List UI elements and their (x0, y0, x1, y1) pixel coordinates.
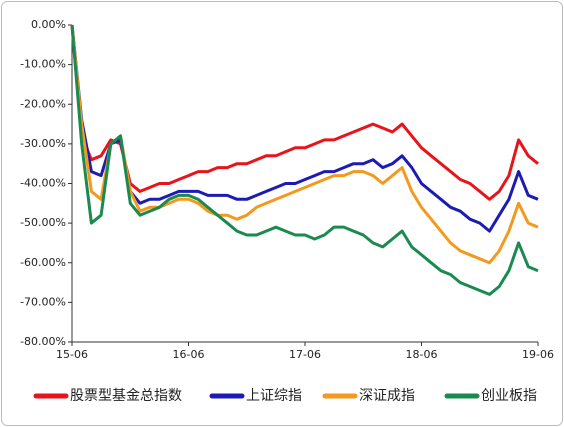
series-line (70, 24, 539, 233)
series-line (70, 24, 539, 265)
y-tick-label: -20.00% (20, 97, 66, 110)
x-tick-label: 15-06 (56, 348, 88, 361)
y-tick-label: -60.00% (20, 256, 66, 269)
x-tick-label: 18-06 (406, 348, 438, 361)
y-tick-label: 0.00% (31, 18, 66, 31)
legend-label: 创业板指 (481, 388, 537, 404)
y-tick-label: -80.00% (20, 335, 66, 348)
y-tick-label: -30.00% (20, 137, 66, 150)
y-tick-label: -50.00% (20, 216, 66, 229)
y-tick-label: -10.00% (20, 58, 66, 71)
series-line (70, 24, 539, 201)
y-tick-label: -40.00% (20, 177, 66, 190)
x-tick-label: 19-06 (522, 348, 554, 361)
legend-label: 深证成指 (359, 388, 415, 404)
legend-label: 上证综指 (246, 388, 302, 404)
y-tick-label: -70.00% (20, 295, 66, 308)
legend-label: 股票型基金总指数 (70, 387, 182, 404)
x-tick-label: 17-06 (289, 348, 321, 361)
x-tick-label: 16-06 (173, 348, 205, 361)
series-line (70, 24, 539, 296)
